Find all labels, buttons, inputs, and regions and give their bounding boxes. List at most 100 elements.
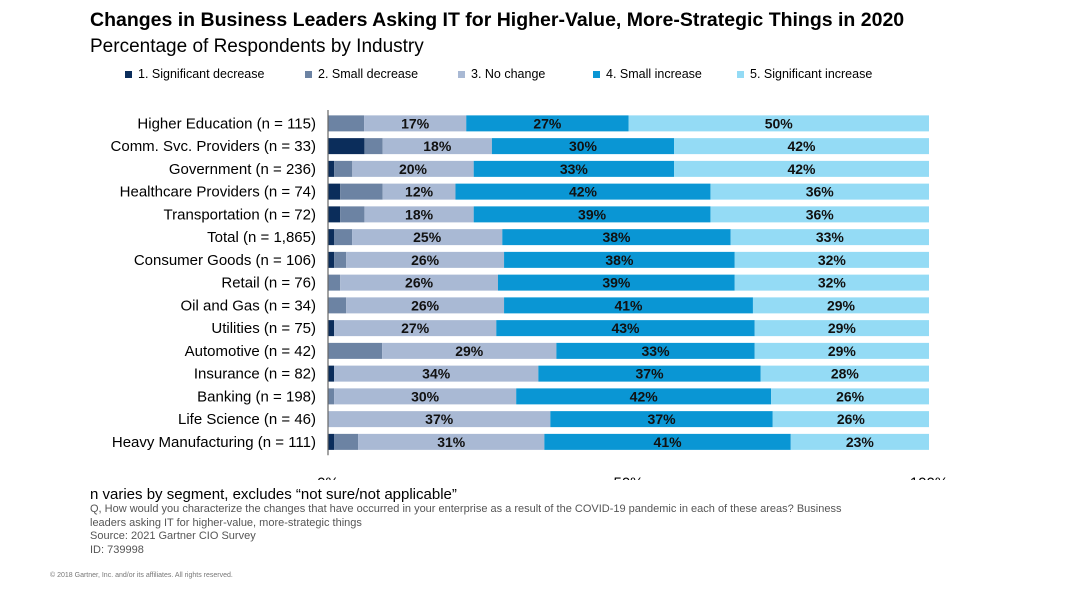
legend-item: 4. Small increase bbox=[593, 67, 702, 81]
category-label: Retail (n = 76) bbox=[221, 275, 316, 292]
bar-segment bbox=[544, 433, 791, 450]
note-question: Q, How would you characterize the change… bbox=[90, 503, 842, 529]
data-label: 38% bbox=[605, 252, 634, 268]
data-label: 33% bbox=[816, 229, 845, 245]
bar-segment bbox=[328, 433, 335, 450]
data-label: 26% bbox=[411, 297, 440, 313]
category-label: Banking (n = 198) bbox=[197, 388, 316, 405]
category-label: Transportation (n = 72) bbox=[164, 206, 316, 223]
data-label: 17% bbox=[401, 115, 430, 131]
category-label: Insurance (n = 82) bbox=[194, 366, 316, 383]
data-label: 29% bbox=[455, 343, 484, 359]
data-label: 41% bbox=[614, 297, 643, 313]
category-label: Government (n = 236) bbox=[169, 161, 316, 178]
category-label: Total (n = 1,865) bbox=[207, 229, 316, 246]
bar-segment bbox=[334, 229, 353, 246]
data-label: 26% bbox=[405, 275, 434, 291]
bar-segment bbox=[328, 320, 335, 337]
bar-segment bbox=[455, 183, 711, 200]
bar-segment bbox=[328, 206, 341, 223]
bar-segment bbox=[346, 251, 505, 268]
data-label: 29% bbox=[827, 297, 856, 313]
bar-segment bbox=[504, 251, 735, 268]
bar-segment bbox=[328, 229, 335, 246]
bar-segment bbox=[352, 160, 474, 177]
legend-item: 1. Significant decrease bbox=[125, 67, 264, 81]
bar-segment bbox=[734, 274, 929, 291]
bar-segment bbox=[358, 433, 545, 450]
data-label: 32% bbox=[818, 275, 847, 291]
data-label: 32% bbox=[818, 252, 847, 268]
legend-swatch bbox=[125, 70, 132, 78]
legend-label: 4. Small increase bbox=[606, 67, 702, 81]
category-label: Automotive (n = 42) bbox=[185, 343, 316, 360]
bar-segment bbox=[382, 138, 492, 155]
bar-segment bbox=[334, 388, 517, 405]
chart-subtitle: Percentage of Respondents by Industry bbox=[90, 36, 424, 57]
bar-segment bbox=[752, 297, 929, 314]
legend-label: 3. No change bbox=[471, 67, 546, 81]
bar-segment bbox=[328, 342, 383, 359]
data-label: 43% bbox=[611, 320, 640, 336]
bar-segment bbox=[502, 229, 731, 246]
bar-segment bbox=[550, 411, 773, 428]
data-label: 42% bbox=[630, 388, 659, 404]
data-label: 27% bbox=[401, 320, 430, 336]
data-label: 28% bbox=[831, 366, 860, 382]
data-label: 33% bbox=[560, 161, 589, 177]
chart-legend: 1. Significant decrease 2. Small decrease… bbox=[125, 67, 1025, 83]
legend-item: 5. Significant increase bbox=[737, 67, 872, 81]
data-label: 12% bbox=[405, 184, 434, 200]
category-label: Higher Education (n = 115) bbox=[137, 115, 316, 132]
category-label: Heavy Manufacturing (n = 111) bbox=[112, 434, 316, 451]
bar-segment bbox=[772, 411, 929, 428]
bar-segment bbox=[334, 433, 359, 450]
data-label: 26% bbox=[836, 388, 865, 404]
bar-segment bbox=[328, 251, 335, 268]
data-label: 26% bbox=[837, 411, 866, 427]
category-label: Life Science (n = 46) bbox=[178, 411, 316, 428]
data-label: 41% bbox=[654, 434, 683, 450]
legend-item: 3. No change bbox=[458, 67, 545, 81]
bar-segment bbox=[491, 138, 675, 155]
bar-segment bbox=[328, 274, 341, 291]
bar-segment bbox=[352, 229, 503, 246]
bar-segment bbox=[516, 388, 772, 405]
category-label: Consumer Goods (n = 106) bbox=[134, 252, 316, 269]
legend-swatch bbox=[737, 70, 744, 78]
x-tick-label: 50% bbox=[613, 474, 643, 480]
x-tick-label: 100% bbox=[910, 474, 948, 480]
data-label: 25% bbox=[413, 229, 442, 245]
data-label: 36% bbox=[806, 184, 835, 200]
data-label: 39% bbox=[602, 275, 631, 291]
legend-swatch bbox=[305, 70, 312, 78]
chart-notes: n varies by segment, excludes “not sure/… bbox=[90, 486, 850, 557]
data-label: 42% bbox=[787, 161, 816, 177]
legend-label: 2. Small decrease bbox=[318, 67, 419, 81]
bar-segment bbox=[710, 183, 929, 200]
bar-segment bbox=[754, 342, 929, 359]
category-label: Oil and Gas (n = 34) bbox=[181, 297, 316, 314]
bar-segment bbox=[382, 183, 456, 200]
data-label: 29% bbox=[828, 343, 857, 359]
bar-segment bbox=[346, 297, 505, 314]
data-label: 27% bbox=[533, 115, 562, 131]
bar-segment bbox=[340, 183, 383, 200]
bar-segment bbox=[473, 160, 675, 177]
data-label: 23% bbox=[846, 434, 875, 450]
bar-segment bbox=[730, 229, 929, 246]
bar-segment bbox=[496, 320, 755, 337]
legend-swatch bbox=[458, 70, 465, 78]
bar-segment bbox=[328, 138, 365, 155]
data-label: 42% bbox=[787, 138, 816, 154]
bar-segment bbox=[328, 297, 347, 314]
bar-segment bbox=[674, 160, 929, 177]
category-label: Utilities (n = 75) bbox=[211, 320, 316, 337]
data-label: 36% bbox=[806, 206, 835, 222]
bar-segment bbox=[334, 320, 497, 337]
bar-segment bbox=[504, 297, 753, 314]
data-label: 33% bbox=[642, 343, 671, 359]
data-label: 29% bbox=[828, 320, 857, 336]
bar-segment bbox=[771, 388, 929, 405]
bar-segment bbox=[328, 160, 335, 177]
